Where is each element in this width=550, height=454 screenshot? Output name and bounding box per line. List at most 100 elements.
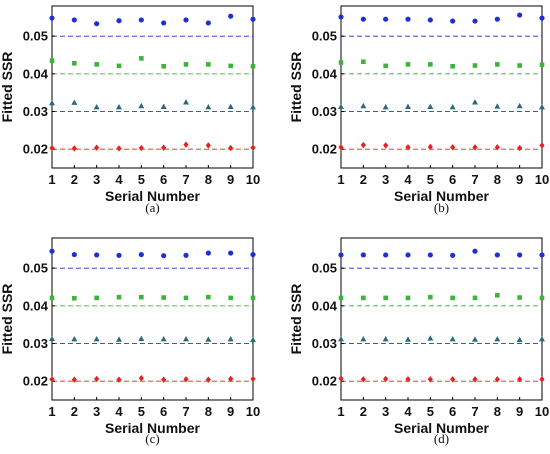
data-point-triangle bbox=[382, 103, 389, 110]
data-point-diamond bbox=[472, 376, 478, 383]
data-point-triangle bbox=[427, 335, 434, 341]
y-axis-label: Fitted SSR bbox=[288, 52, 304, 123]
data-point-circle bbox=[450, 18, 456, 24]
data-point-square bbox=[472, 63, 478, 68]
data-point-triangle bbox=[93, 335, 100, 342]
data-point-diamond bbox=[161, 144, 167, 151]
data-point-diamond bbox=[405, 144, 411, 151]
data-point-square bbox=[161, 295, 166, 300]
y-tick-label: 0.04 bbox=[312, 66, 338, 81]
data-point-triangle bbox=[183, 335, 189, 342]
data-point-square bbox=[539, 295, 545, 301]
x-tick-label: 4 bbox=[404, 404, 412, 419]
data-point-triangle bbox=[449, 103, 456, 110]
data-point-circle bbox=[383, 252, 389, 258]
plot-frame bbox=[340, 5, 543, 169]
data-point-circle bbox=[49, 248, 55, 254]
data-point-diamond bbox=[405, 376, 411, 383]
data-point-circle bbox=[517, 252, 523, 258]
data-point-circle bbox=[427, 252, 433, 258]
data-point-circle bbox=[116, 18, 122, 24]
data-point-circle bbox=[250, 16, 256, 22]
data-point-triangle bbox=[227, 103, 234, 109]
data-point-square bbox=[206, 62, 211, 67]
y-axis-label: Fitted SSR bbox=[288, 284, 304, 355]
data-point-circle bbox=[338, 14, 344, 20]
data-point-square bbox=[472, 295, 478, 301]
plot-frame bbox=[51, 237, 254, 401]
chart-panel-4: 1 2 3 4 5 6 7 8 9 10 0.02 0.03 0.04 0.05 Serial Number… bbox=[288, 237, 549, 446]
data-point-triangle bbox=[405, 336, 411, 342]
x-tick-label: 7 bbox=[471, 404, 478, 419]
data-point-triangle bbox=[360, 335, 367, 342]
data-point-circle bbox=[494, 16, 500, 22]
data-point-diamond bbox=[450, 144, 456, 151]
data-point-diamond bbox=[360, 376, 366, 383]
data-point-circle bbox=[116, 252, 122, 258]
data-point-circle bbox=[517, 12, 523, 18]
x-tick-label: 7 bbox=[182, 172, 189, 187]
data-point-diamond bbox=[228, 375, 234, 383]
data-point-triangle bbox=[338, 103, 344, 109]
x-tick-label: 2 bbox=[360, 172, 367, 187]
data-point-square bbox=[495, 292, 500, 298]
y-tick-label: 0.03 bbox=[23, 104, 48, 119]
data-point-square bbox=[539, 62, 545, 68]
y-tick-label: 0.02 bbox=[312, 142, 337, 157]
x-tick-label: 9 bbox=[227, 404, 234, 419]
x-axis-label: Serial Number bbox=[105, 188, 200, 204]
x-axis-label: Serial Number bbox=[394, 188, 489, 204]
data-point-triangle bbox=[227, 335, 234, 342]
data-point-diamond bbox=[183, 376, 189, 383]
x-tick-label: 10 bbox=[246, 404, 260, 419]
data-point-square bbox=[139, 294, 144, 300]
data-point-diamond bbox=[183, 141, 189, 148]
data-point-diamond bbox=[94, 375, 100, 383]
data-point-triangle bbox=[160, 103, 167, 109]
data-point-square bbox=[161, 63, 166, 69]
data-point-triangle bbox=[250, 103, 256, 110]
data-point-triangle bbox=[93, 103, 100, 110]
data-point-circle bbox=[405, 16, 411, 22]
y-tick-label: 0.05 bbox=[312, 29, 337, 44]
data-point-triangle bbox=[539, 103, 545, 110]
x-tick-label: 5 bbox=[138, 172, 145, 187]
data-point-circle bbox=[138, 17, 144, 23]
data-point-triangle bbox=[205, 103, 212, 110]
data-point-circle bbox=[472, 18, 478, 24]
x-tick-label: 9 bbox=[516, 172, 523, 187]
data-point-diamond bbox=[338, 375, 344, 382]
data-point-circle bbox=[228, 250, 234, 256]
data-point-triangle bbox=[49, 335, 55, 341]
data-point-square bbox=[250, 63, 256, 69]
data-point-diamond bbox=[49, 376, 55, 383]
data-point-square bbox=[183, 62, 189, 67]
data-point-square bbox=[428, 294, 433, 300]
data-point-diamond bbox=[116, 145, 122, 152]
y-tick-label: 0.04 bbox=[23, 298, 49, 313]
x-axis-label: Serial Number bbox=[394, 420, 489, 436]
chart-panel-3: 1 2 3 4 5 6 7 8 9 10 0.02 0.03 0.04 0.05 Serial Number… bbox=[0, 237, 260, 446]
data-point-square bbox=[228, 295, 233, 301]
x-tick-label: 1 bbox=[337, 172, 344, 187]
data-point-circle bbox=[360, 252, 366, 258]
x-tick-label: 3 bbox=[382, 404, 389, 419]
data-point-triangle bbox=[250, 336, 256, 343]
x-tick-label: 6 bbox=[449, 172, 456, 187]
data-point-diamond bbox=[427, 376, 433, 383]
data-point-circle bbox=[427, 17, 433, 23]
data-point-diamond bbox=[71, 376, 77, 383]
data-point-square bbox=[250, 295, 256, 301]
x-tick-label: 8 bbox=[205, 404, 212, 419]
chart-panel-1: 1 2 3 4 5 6 7 8 9 10 0.02 0.03 0.04 0.05 Serial Number… bbox=[0, 5, 260, 215]
x-tick-label: 8 bbox=[205, 172, 212, 187]
x-tick-label: 7 bbox=[471, 172, 478, 187]
x-tick-label: 4 bbox=[404, 172, 412, 187]
data-point-square bbox=[116, 294, 122, 300]
data-point-circle bbox=[383, 16, 389, 22]
data-point-diamond bbox=[517, 144, 523, 152]
data-point-triangle bbox=[338, 335, 344, 342]
y-tick-label: 0.04 bbox=[312, 298, 338, 313]
panel-caption: (a) bbox=[145, 200, 159, 215]
